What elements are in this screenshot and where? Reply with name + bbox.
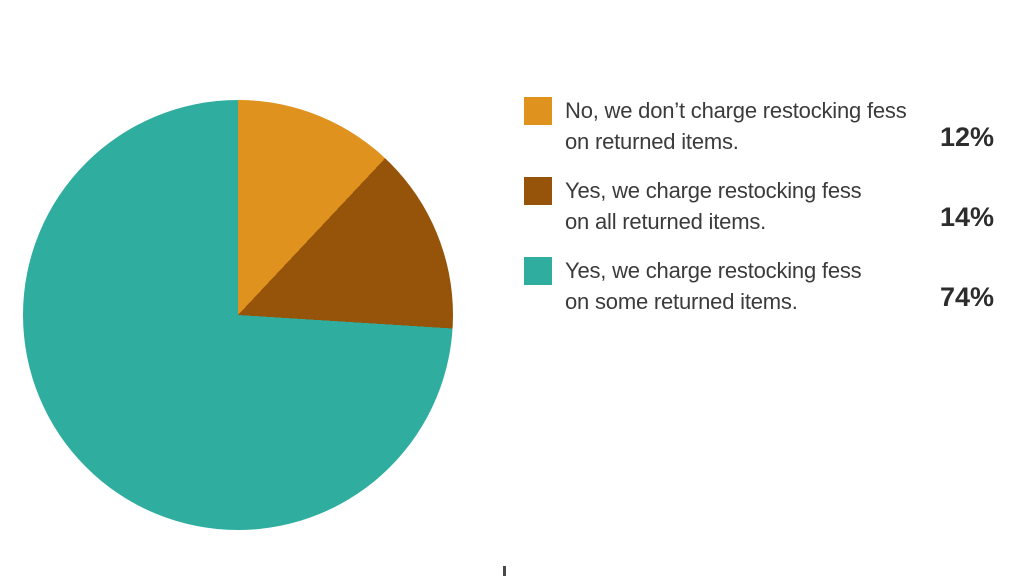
legend-label-line1: No, we don’t charge restocking fess [565,98,907,123]
legend-swatch-orange [524,97,552,125]
legend-swatch-brown [524,177,552,205]
legend-label-line1: Yes, we charge restocking fess [565,178,862,203]
legend-percent: 14% [939,202,994,232]
legend-item: Yes, we charge restocking fess on some r… [524,255,994,317]
legend-item: Yes, we charge restocking fess on all re… [524,175,994,237]
legend-label-line1: Yes, we charge restocking fess [565,258,862,283]
legend-label-line2: on some returned items. [565,289,798,314]
legend-item: No, we don’t charge restocking fess on r… [524,95,994,157]
legend-label: Yes, we charge restocking fess on some r… [565,255,862,317]
legend-percent: 12% [939,122,994,152]
pie-chart [23,100,453,530]
legend-label: No, we don’t charge restocking fess on r… [565,95,907,157]
legend-label-line2: on returned items. [565,129,739,154]
legend-label: Yes, we charge restocking fess on all re… [565,175,862,237]
legend-label-line2: on all returned items. [565,209,767,234]
legend-percent: 74% [939,282,994,312]
legend: No, we don’t charge restocking fess on r… [524,95,994,317]
legend-swatch-teal [524,257,552,285]
crop-artifact-tick [503,566,506,576]
